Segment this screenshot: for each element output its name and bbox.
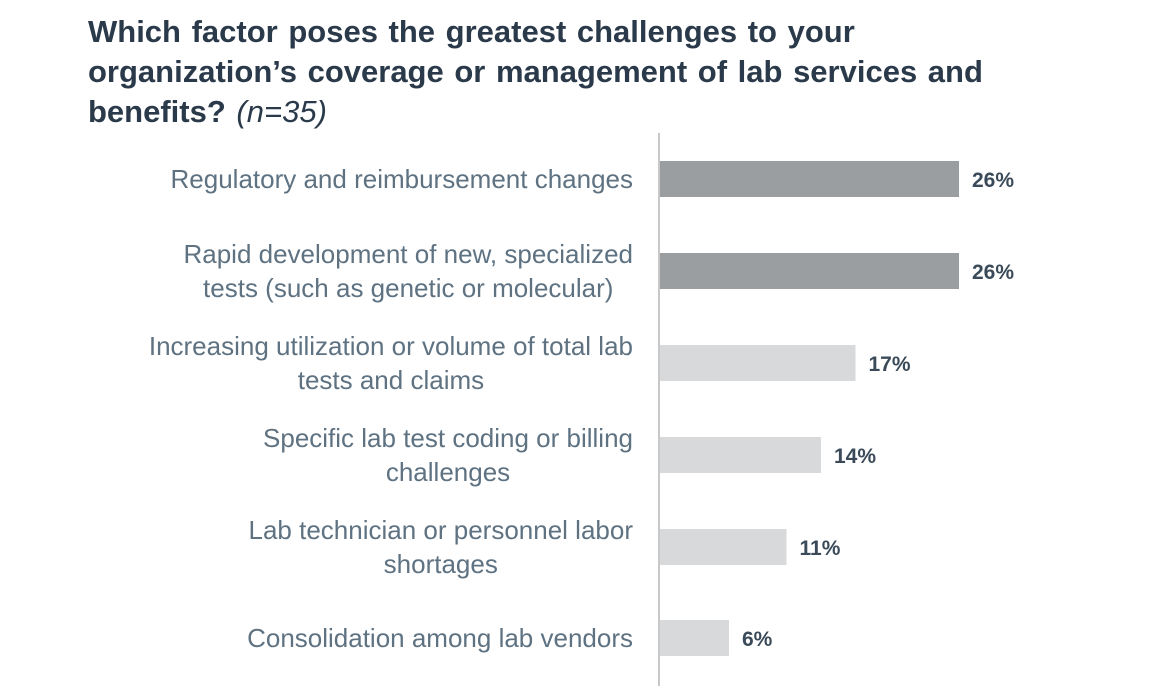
data-label: 6% xyxy=(742,628,773,651)
category-label: Regulatory and reimbursement changes xyxy=(171,164,633,194)
bar xyxy=(660,437,821,473)
data-label: 26% xyxy=(972,169,1014,192)
chart-title: Which factor poses the greatest challeng… xyxy=(88,12,1048,132)
category-label: tests and claims xyxy=(298,365,484,395)
category-label: Increasing utilization or volume of tota… xyxy=(149,331,633,361)
bar xyxy=(660,345,856,381)
category-label: shortages xyxy=(384,549,498,579)
category-label: challenges xyxy=(386,457,510,487)
chart-title-text: Which factor poses the greatest challeng… xyxy=(88,14,983,129)
category-label: Rapid development of new, specialized xyxy=(183,239,633,269)
category-label: tests (such as genetic or molecular) xyxy=(203,273,613,303)
data-label: 17% xyxy=(869,353,911,376)
bar xyxy=(660,529,787,565)
category-label: Lab technician or personnel labor xyxy=(249,515,634,545)
data-label: 11% xyxy=(800,537,841,560)
sample-size-label: (n=35) xyxy=(236,94,327,129)
bar xyxy=(660,620,729,656)
bar xyxy=(660,253,959,289)
category-label: Consolidation among lab vendors xyxy=(247,623,633,653)
bar xyxy=(660,161,959,197)
data-label: 26% xyxy=(972,261,1014,284)
data-label: 14% xyxy=(834,445,876,468)
category-label: Specific lab test coding or billing xyxy=(263,423,633,453)
